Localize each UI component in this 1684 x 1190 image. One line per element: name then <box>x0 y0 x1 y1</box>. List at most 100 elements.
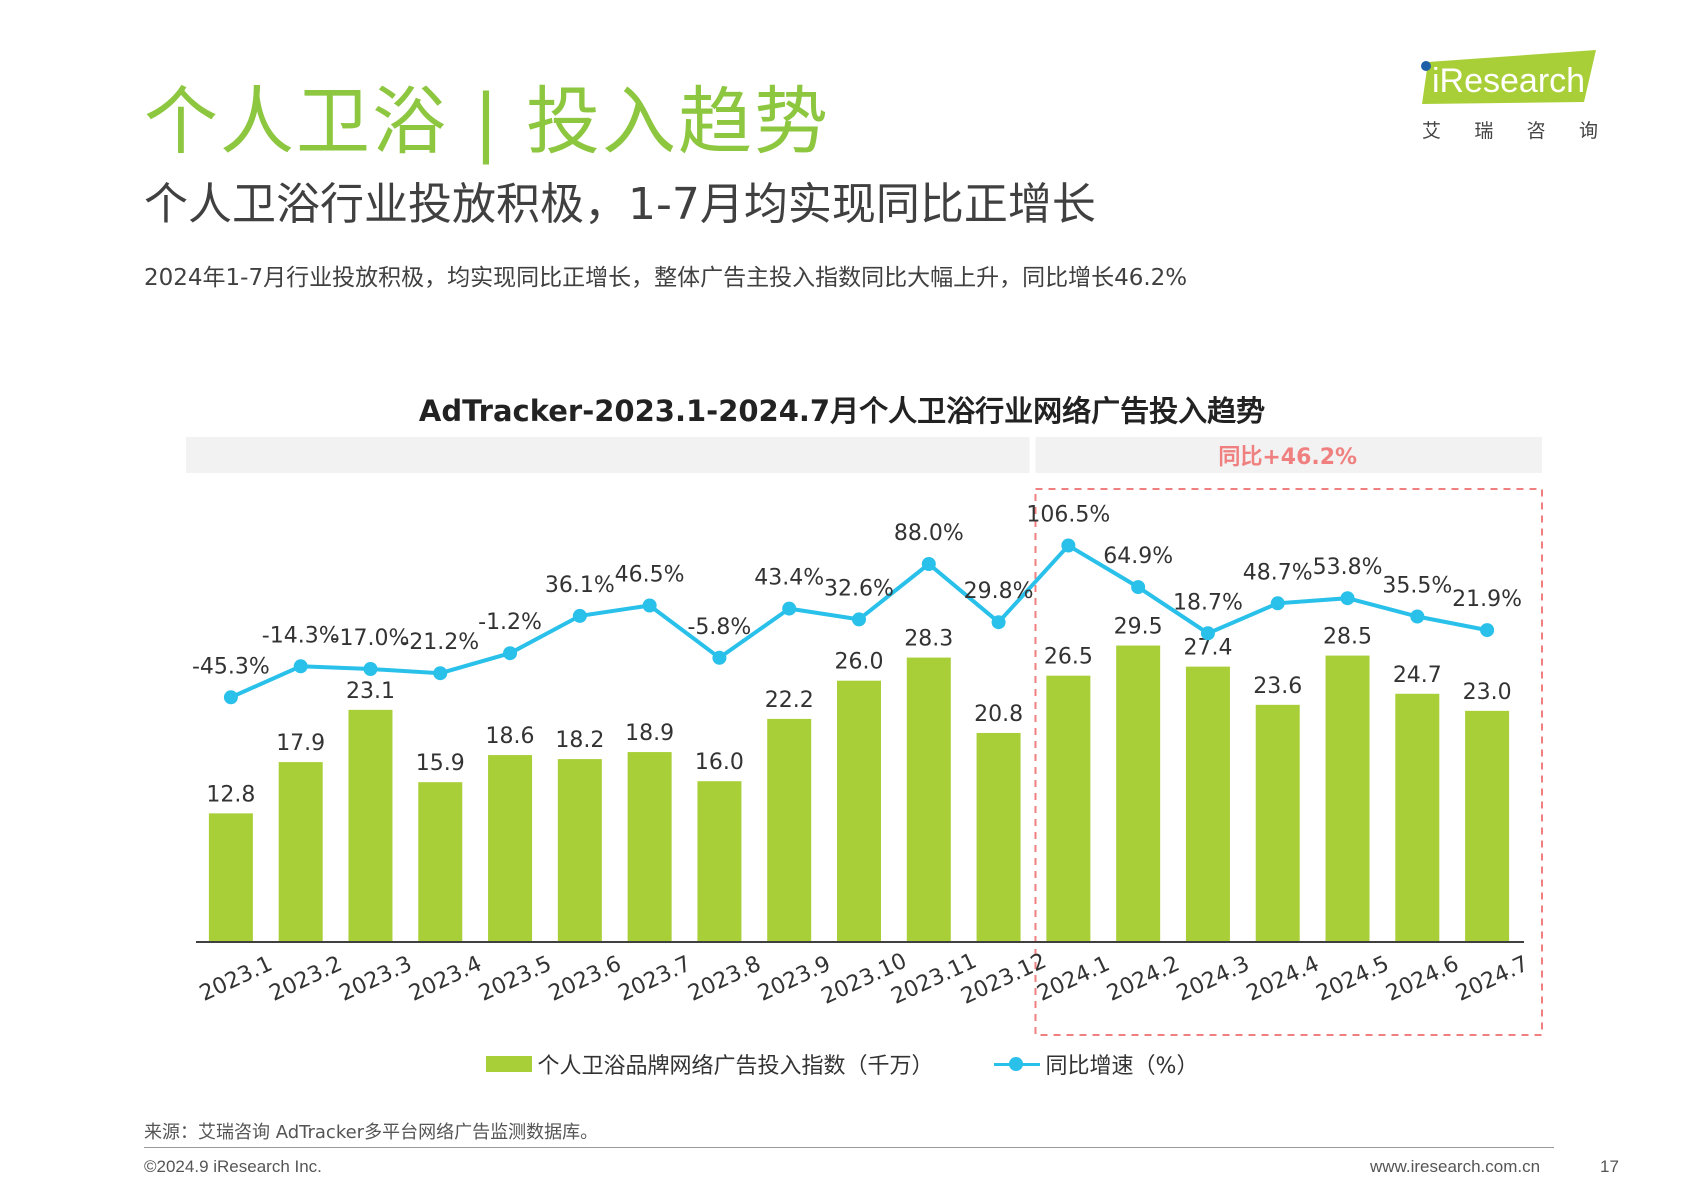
legend-line-swatch <box>993 1056 1040 1072</box>
growth-value-label: -14.3% <box>262 623 340 648</box>
growth-value-label: 21.9% <box>1452 587 1522 612</box>
growth-value-label: 88.0% <box>894 521 964 546</box>
growth-point <box>1131 580 1146 595</box>
growth-value-label: 106.5% <box>1026 503 1110 528</box>
bar-value-label: 18.9 <box>625 721 674 746</box>
growth-point <box>991 615 1006 630</box>
page-subtitle: 个人卫浴行业投放积极，1-7月均实现同比正增长 <box>144 179 1096 230</box>
bar <box>1395 693 1440 942</box>
bar <box>278 762 323 942</box>
growth-point <box>852 612 866 627</box>
growth-value-label: -17.0% <box>332 626 410 651</box>
bar-value-label: 16.0 <box>695 750 744 775</box>
x-tick-label: 2023.6 <box>545 952 625 1007</box>
x-tick-label: 2023.4 <box>405 952 485 1007</box>
x-tick-label: 2024.6 <box>1382 952 1462 1007</box>
bar <box>557 759 602 942</box>
growth-value-label: 43.4% <box>754 566 824 591</box>
bar <box>1255 704 1300 942</box>
bar-value-label: 18.2 <box>555 728 604 753</box>
legend-label: 同比增速（%） <box>1045 1054 1199 1079</box>
x-tick-label: 2024.2 <box>1103 952 1183 1007</box>
x-tick-label: 2023.5 <box>475 952 555 1007</box>
bar-value-label: 28.5 <box>1323 625 1372 650</box>
bar <box>627 752 672 942</box>
x-tick-label: 2023.1 <box>196 952 276 1007</box>
growth-point <box>642 598 657 613</box>
growth-point <box>1200 626 1215 641</box>
footer-divider <box>144 1147 1554 1148</box>
growth-value-label: 29.8% <box>964 579 1034 604</box>
chart-legend: 个人卫浴品牌网络广告投入指数（千万） 同比增速（%） <box>0 1048 1684 1080</box>
copyright: ©2024.9 iResearch Inc. <box>144 1157 322 1176</box>
x-tick-label: 2024.3 <box>1173 952 1253 1007</box>
bar-value-label: 29.5 <box>1114 615 1163 640</box>
x-tick-label: 2024.1 <box>1033 952 1113 1007</box>
logo-char: 咨 <box>1526 120 1546 142</box>
logo-char: 询 <box>1578 120 1598 142</box>
bar <box>1116 645 1161 942</box>
bar-value-label: 28.3 <box>904 627 953 652</box>
bar <box>1046 675 1091 942</box>
iresearch-logo: iResearch 艾 瑞 咨 询 <box>1418 48 1598 148</box>
iresearch-logo-mark: iResearch <box>1421 50 1596 104</box>
bar <box>1185 666 1230 942</box>
x-tick-label: 2023.7 <box>615 952 695 1007</box>
bar <box>1325 655 1370 942</box>
bar <box>767 718 812 942</box>
growth-value-label: 48.7% <box>1243 560 1313 585</box>
bar <box>697 781 742 942</box>
bar-value-label: 23.1 <box>346 679 395 704</box>
logo-char: 艾 <box>1422 120 1442 142</box>
x-tick-label: 2023.2 <box>266 952 346 1007</box>
growth-point <box>1061 538 1076 553</box>
bar-value-label: 24.7 <box>1393 663 1442 688</box>
bar <box>418 782 463 942</box>
website-link[interactable]: www.iresearch.com.cn <box>1370 1157 1541 1176</box>
growth-point <box>921 557 936 571</box>
logo-word: iResearch <box>1432 62 1585 100</box>
bar-value-label: 23.6 <box>1253 674 1302 699</box>
bar <box>348 709 393 942</box>
growth-point <box>1340 591 1355 606</box>
bar-value-label: 26.0 <box>835 650 884 675</box>
x-tick-label: 2024.5 <box>1313 952 1393 1007</box>
page-description: 2024年1-7月行业投放积极，均实现同比正增长，整体广告主投入指数同比大幅上升… <box>144 265 1188 291</box>
legend-label: 个人卫浴品牌网络广告投入指数（千万） <box>537 1054 934 1079</box>
growth-value-label: -21.2% <box>401 630 479 655</box>
growth-point <box>712 650 727 665</box>
bar-value-label: 22.2 <box>765 688 814 713</box>
growth-value-label: 35.5% <box>1382 574 1452 599</box>
header-band-2023 <box>186 437 1030 473</box>
logo-chinese: 艾 瑞 咨 询 <box>1422 116 1598 143</box>
growth-value-label: 32.6% <box>824 576 894 601</box>
bar <box>906 657 951 942</box>
growth-point <box>1480 623 1495 638</box>
logo-char: 瑞 <box>1474 120 1494 142</box>
growth-value-label: -5.8% <box>687 615 751 640</box>
growth-point <box>1410 609 1425 624</box>
x-tick-label: 2024.4 <box>1243 952 1323 1007</box>
bar <box>1465 710 1510 942</box>
page-number: 17 <box>1600 1157 1619 1176</box>
growth-value-label: 36.1% <box>545 573 615 598</box>
bar-value-label: 17.9 <box>276 731 325 756</box>
bar-value-label: 20.8 <box>974 702 1023 727</box>
source-note: 来源：艾瑞咨询 AdTracker多平台网络广告监测数据库。 <box>144 1122 599 1143</box>
growth-point <box>1270 596 1285 611</box>
growth-value-label: 18.7% <box>1173 590 1243 615</box>
page-title: 个人卫浴 | 投入趋势 <box>144 79 830 165</box>
legend-item-line: 同比增速（%） <box>993 1048 1199 1080</box>
x-tick-label: 2024.7 <box>1452 952 1532 1007</box>
growth-point <box>433 666 448 681</box>
growth-value-label: -45.3% <box>192 654 270 679</box>
header-band-2024 <box>1035 437 1542 473</box>
bar-value-label: 26.5 <box>1044 645 1093 670</box>
legend-item-bar: 个人卫浴品牌网络广告投入指数（千万） <box>485 1048 934 1080</box>
bar <box>976 732 1021 942</box>
growth-value-label: 64.9% <box>1103 544 1173 569</box>
growth-point <box>782 601 797 616</box>
bar <box>208 813 253 942</box>
x-tick-label: 2023.3 <box>336 952 416 1007</box>
